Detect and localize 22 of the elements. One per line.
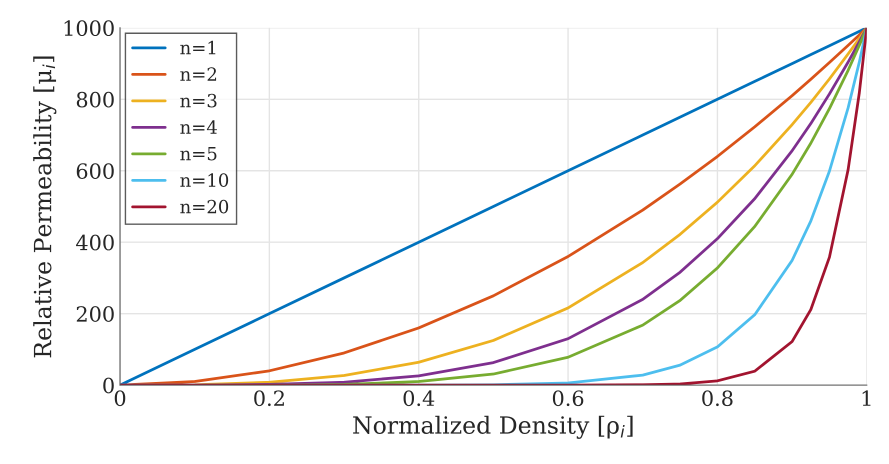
y-tick-label: 200 — [76, 306, 114, 322]
x-tick-label: 0.8 — [702, 390, 733, 406]
legend-label: n=5 — [180, 147, 216, 160]
y-tick-label: 1000 — [64, 20, 114, 36]
line-series — [120, 28, 867, 386]
x-tick-label: 0 — [114, 390, 126, 406]
x-axis-title: Normalized Density [ρ$_{i}$] — [353, 416, 633, 439]
legend-label: n=1 — [180, 40, 216, 54]
x-tick-label: 0.4 — [404, 390, 434, 406]
y-tick-label: 800 — [76, 92, 114, 108]
y-tick-label: 0 — [103, 378, 114, 394]
y-tick-label: 400 — [76, 234, 114, 250]
x-tick-label: 0.6 — [552, 390, 584, 406]
x-tick-label: 1 — [862, 390, 870, 406]
y-tick-label: 600 — [76, 163, 114, 179]
legend-label: n=10 — [180, 173, 228, 187]
legend-label: n=4 — [180, 120, 217, 134]
y-axis-title: Relative Permeability [μ$_{i}$] — [33, 56, 56, 358]
legend-label: n=2 — [180, 67, 216, 81]
legend-label: n=20 — [180, 200, 228, 214]
legend-label: n=3 — [180, 94, 217, 108]
x-tick-label: 0.2 — [254, 390, 284, 406]
